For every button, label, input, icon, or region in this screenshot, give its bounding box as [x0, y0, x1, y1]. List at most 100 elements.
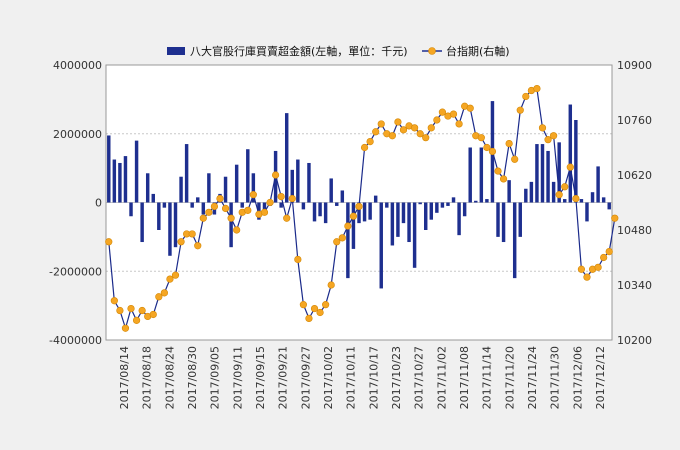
- line-point: [594, 263, 602, 271]
- bar: [223, 176, 228, 203]
- line-point: [121, 324, 130, 332]
- line-point: [199, 214, 207, 222]
- bar: [424, 202, 428, 230]
- line-point: [244, 206, 252, 214]
- x-tick-label: 2017/11/08: [458, 346, 471, 409]
- line-point: [561, 183, 569, 191]
- bar: [568, 104, 573, 203]
- x-tick-label: 2017/08/14: [118, 346, 131, 409]
- line-point: [416, 130, 424, 138]
- bar: [462, 202, 467, 217]
- bar: [173, 202, 178, 248]
- line-series: [105, 84, 619, 332]
- bar: [362, 202, 367, 222]
- bar: [401, 202, 406, 224]
- line-point: [344, 222, 352, 230]
- left-tick-label: 2000000: [53, 128, 102, 141]
- x-tick-label: 2017/10/11: [345, 346, 358, 409]
- right-tick-label: 10480: [617, 224, 652, 237]
- line-point: [310, 304, 319, 313]
- line-point: [260, 208, 269, 216]
- bar: [496, 202, 500, 237]
- bar: [234, 164, 239, 203]
- line-point: [522, 92, 530, 101]
- line-point: [544, 136, 552, 144]
- bar: [379, 202, 383, 289]
- line-point: [116, 306, 124, 315]
- bar: [563, 199, 567, 203]
- line-point: [127, 304, 135, 313]
- line-point: [360, 143, 369, 152]
- bar: [318, 202, 322, 217]
- bar: [535, 144, 539, 203]
- line-point: [327, 281, 335, 289]
- bar: [184, 144, 189, 203]
- bar: [145, 173, 150, 203]
- line-point: [505, 139, 513, 148]
- bar: [540, 144, 545, 203]
- left-tick-label: -4000000: [49, 334, 102, 347]
- line-point: [477, 134, 485, 142]
- legend: 八大官股行庫買賣超金額(左軸，單位：千元) 台指期(右軸): [167, 44, 510, 58]
- line-point: [316, 308, 324, 317]
- bar: [207, 173, 211, 203]
- x-tick-label: 2017/11/24: [526, 346, 539, 409]
- line-point: [138, 306, 146, 315]
- line-point: [160, 289, 168, 297]
- bar: [485, 199, 489, 203]
- line-point: [394, 118, 402, 126]
- x-tick-label: 2017/08/18: [141, 346, 154, 409]
- x-tick-label: 2017/09/11: [231, 346, 244, 409]
- bar: [451, 197, 456, 203]
- bar: [290, 169, 294, 203]
- bar: [373, 195, 378, 203]
- line-point: [155, 293, 163, 301]
- bar: [296, 159, 300, 203]
- line-point: [355, 202, 363, 211]
- line-point: [466, 104, 474, 112]
- line-point: [305, 314, 313, 322]
- line-point: [283, 214, 291, 222]
- x-tick-label: 2017/10/23: [390, 346, 403, 409]
- right-tick-label: 10340: [617, 279, 652, 292]
- bar: [134, 140, 139, 203]
- bar: [340, 190, 345, 203]
- bar: [457, 202, 461, 236]
- x-tick-label: 2017/08/24: [163, 346, 176, 409]
- line-point: [566, 163, 574, 171]
- line-point: [132, 316, 141, 324]
- x-tick-label: 2017/08/30: [186, 346, 199, 409]
- line-point: [372, 128, 380, 136]
- line-point: [110, 297, 118, 305]
- line-point: [516, 106, 524, 114]
- x-tick-label: 2017/11/02: [435, 346, 448, 409]
- line-point: [433, 116, 441, 124]
- line-point: [177, 238, 185, 246]
- bar: [346, 202, 350, 279]
- bar: [574, 120, 578, 203]
- line-point: [399, 126, 408, 134]
- line-point: [583, 273, 591, 281]
- bar: [240, 202, 244, 208]
- line-point: [194, 242, 202, 250]
- line-point: [299, 301, 307, 309]
- bar: [396, 202, 400, 237]
- line-point: [277, 193, 285, 201]
- bar: [246, 149, 250, 203]
- x-tick-label: 2017/11/30: [549, 346, 562, 409]
- line-point: [550, 132, 558, 140]
- bar: [196, 197, 200, 203]
- right-tick-label: 10620: [617, 169, 652, 182]
- bar: [385, 202, 389, 208]
- bar: [440, 202, 445, 208]
- bar: [279, 202, 283, 208]
- line-point: [266, 198, 274, 207]
- bar: [551, 181, 556, 203]
- bar: [251, 173, 256, 203]
- line-point: [294, 255, 302, 264]
- legend-bar-swatch: [167, 47, 185, 55]
- line-point: [483, 143, 491, 152]
- x-tick-label: 2017/10/02: [322, 346, 335, 409]
- x-tick-label: 2017/09/05: [209, 346, 222, 409]
- line-point: [411, 124, 419, 132]
